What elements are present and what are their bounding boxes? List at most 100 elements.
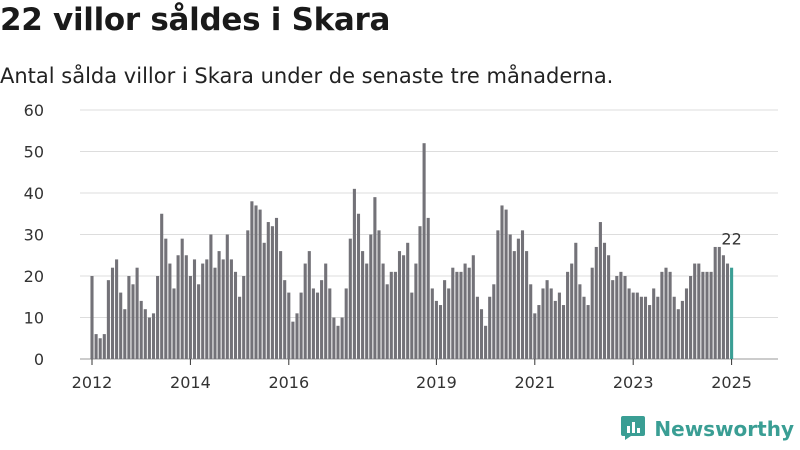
bar [561, 305, 566, 359]
bar [131, 284, 135, 359]
bar [611, 280, 615, 359]
y-tick-label: 60 [24, 101, 44, 120]
bar [455, 271, 459, 359]
bar [656, 296, 660, 359]
bar [541, 288, 545, 359]
bar [467, 267, 471, 359]
bar [557, 292, 561, 359]
bar [381, 263, 385, 359]
bar [250, 201, 254, 359]
bar [730, 267, 734, 359]
bar [496, 230, 500, 359]
bar [430, 288, 434, 359]
bar [664, 267, 668, 359]
bar [471, 255, 475, 359]
bar [553, 300, 557, 359]
bar [520, 230, 525, 359]
bar [156, 276, 160, 359]
x-tick-label: 2023 [613, 373, 654, 392]
bar [340, 317, 344, 359]
bar [356, 213, 361, 359]
x-tick-label: 2021 [514, 373, 555, 392]
bar [225, 234, 229, 359]
bar [602, 242, 607, 359]
chart-subtitle: Antal sålda villor i Skara under de sena… [0, 64, 614, 88]
y-axis-ticks: 0 10 20 30 40 50 60 [24, 101, 44, 369]
bar [172, 288, 176, 359]
bar [106, 280, 110, 359]
bar [201, 263, 205, 359]
bar [701, 271, 705, 359]
bar [184, 255, 188, 359]
bar [492, 284, 496, 359]
brand-name: Newsworthy [654, 417, 794, 441]
bar [689, 276, 693, 359]
bar [324, 263, 328, 359]
bar [725, 263, 730, 359]
bar [377, 230, 381, 359]
bar [389, 271, 393, 359]
bar [266, 222, 270, 359]
bar [693, 263, 697, 359]
bar [315, 292, 320, 359]
brand-logo[interactable]: Newsworthy [620, 414, 794, 444]
bar [151, 313, 156, 359]
bar [270, 226, 274, 359]
bar [229, 259, 233, 359]
chart-title: 22 villor såldes i Skara [0, 2, 391, 38]
bar [94, 334, 98, 359]
bar [680, 300, 684, 359]
bar [516, 238, 520, 359]
bar [209, 234, 213, 359]
bar [254, 205, 258, 359]
newsworthy-logo-icon [620, 414, 646, 444]
bar [205, 259, 209, 359]
bar [508, 234, 512, 359]
bar [402, 255, 406, 359]
bar [582, 296, 586, 359]
bar [217, 251, 221, 359]
x-tick-label: 2012 [72, 373, 113, 392]
x-tick-label: 2014 [170, 373, 211, 392]
bar [397, 251, 402, 359]
bar [258, 209, 262, 359]
bar [303, 263, 307, 359]
bar [385, 284, 389, 359]
bar [115, 259, 119, 359]
bar [119, 292, 123, 359]
bar [578, 284, 582, 359]
bar [443, 280, 447, 359]
bar [643, 296, 648, 359]
bar [328, 288, 332, 359]
bar [348, 238, 352, 359]
bar [164, 238, 168, 359]
bar [623, 276, 627, 359]
bar [307, 251, 311, 359]
bar [418, 226, 422, 359]
bar [709, 271, 713, 359]
bar [90, 276, 94, 359]
bar [484, 325, 488, 359]
bar [283, 280, 287, 359]
last-value-label: 22 [721, 230, 741, 249]
bar [660, 271, 664, 359]
bar [299, 292, 303, 359]
bars [90, 143, 734, 359]
bar [123, 309, 127, 359]
bar [590, 267, 594, 359]
bar [533, 313, 537, 359]
bar [110, 267, 115, 359]
bar [684, 288, 689, 359]
bar [127, 276, 131, 359]
bar [721, 255, 725, 359]
bar [295, 313, 299, 359]
bar [504, 209, 508, 359]
bar [311, 288, 315, 359]
bar [373, 197, 377, 359]
y-tick-label: 10 [24, 309, 44, 328]
y-tick-label: 50 [24, 143, 44, 162]
bar [365, 263, 369, 359]
y-tick-label: 30 [24, 226, 44, 245]
bar [143, 309, 147, 359]
bar [598, 222, 602, 359]
